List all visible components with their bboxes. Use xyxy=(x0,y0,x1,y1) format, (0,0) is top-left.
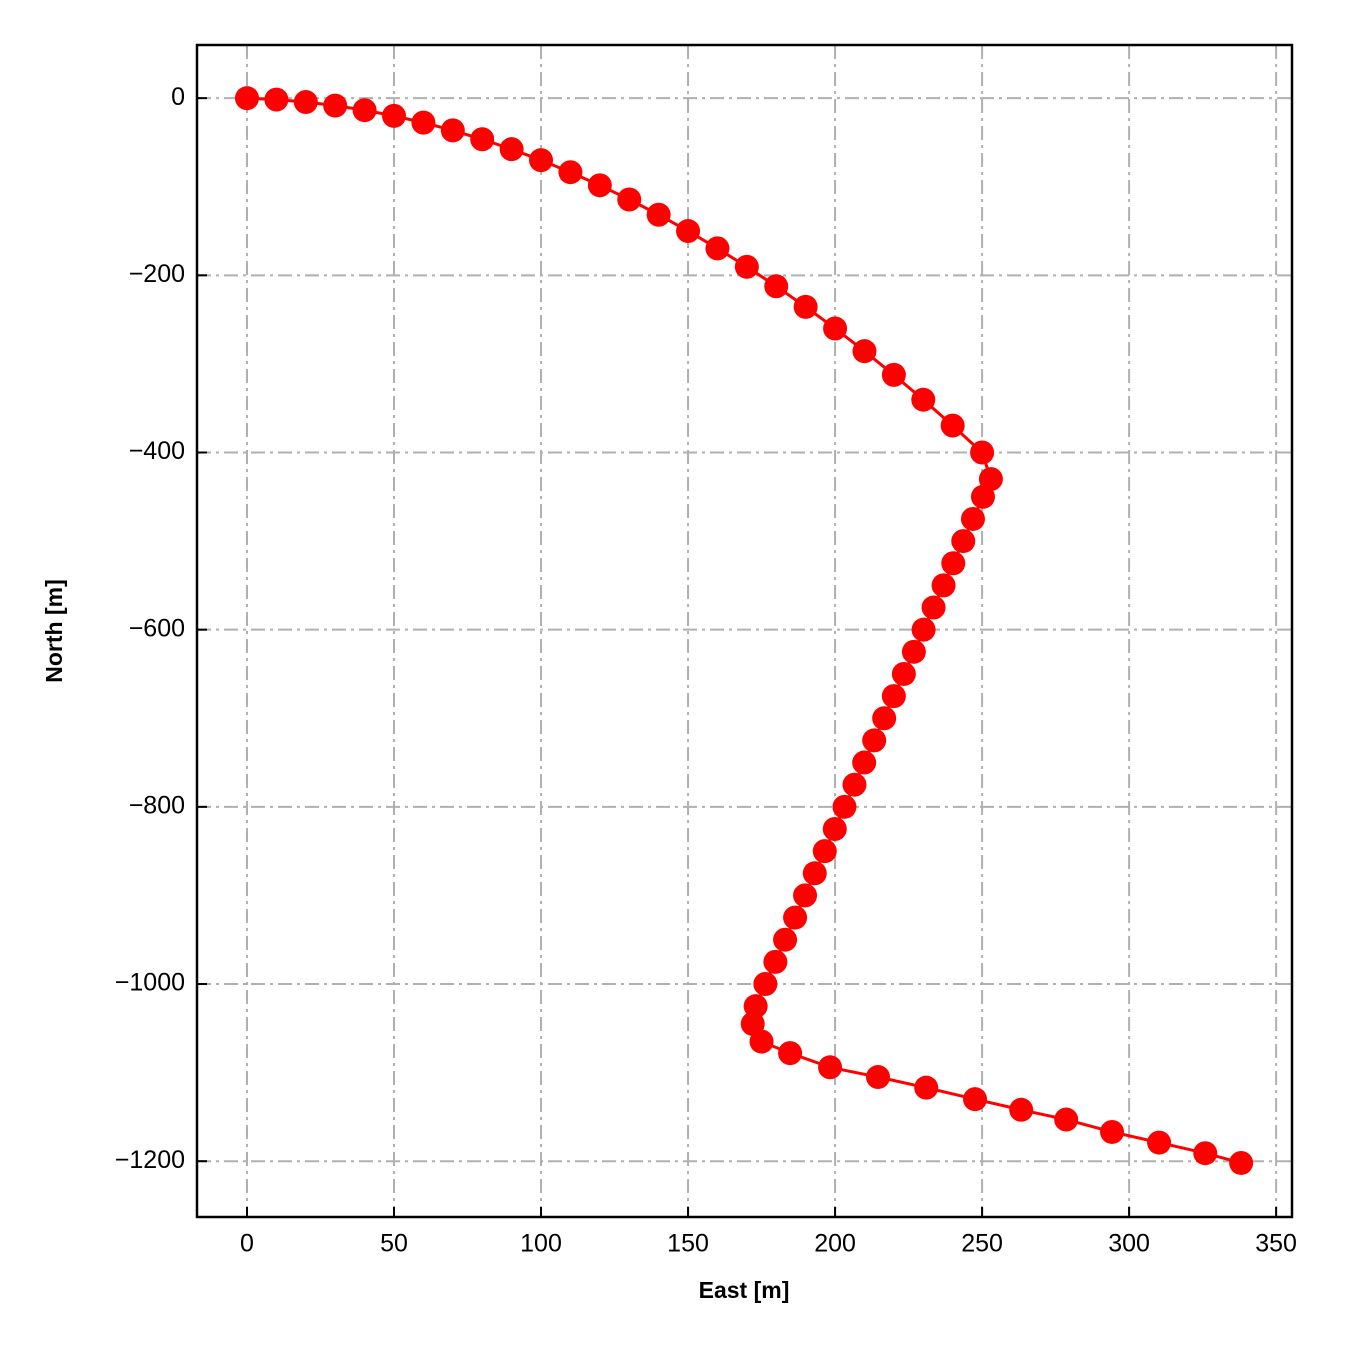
data-point xyxy=(921,595,946,620)
data-point xyxy=(558,160,583,185)
data-point xyxy=(793,883,818,908)
data-point xyxy=(753,972,778,997)
data-point xyxy=(812,839,837,864)
data-point xyxy=(783,905,808,930)
data-point xyxy=(440,118,465,143)
x-tick-label: 150 xyxy=(667,1230,709,1258)
data-point xyxy=(823,316,848,341)
data-point xyxy=(802,861,827,886)
data-point xyxy=(1147,1130,1172,1155)
data-point xyxy=(1193,1141,1218,1166)
data-point xyxy=(970,484,995,509)
x-tick-label: 250 xyxy=(961,1230,1003,1258)
x-tick-label: 350 xyxy=(1255,1230,1297,1258)
data-point xyxy=(914,1075,939,1100)
data-point xyxy=(891,661,916,686)
data-point xyxy=(778,1041,803,1066)
data-point xyxy=(749,1029,774,1054)
data-point xyxy=(234,86,259,111)
data-point xyxy=(763,949,788,974)
data-point xyxy=(264,87,289,112)
x-tick-label: 0 xyxy=(240,1230,254,1258)
data-point xyxy=(872,706,897,731)
data-point xyxy=(1229,1150,1254,1175)
data-point xyxy=(793,294,818,319)
data-point xyxy=(852,339,877,364)
y-tick-label: −800 xyxy=(129,791,185,819)
x-tick-label: 300 xyxy=(1108,1230,1150,1258)
data-point xyxy=(960,506,985,531)
y-tick-label: 0 xyxy=(171,83,185,111)
data-line xyxy=(246,96,1242,1165)
data-point xyxy=(862,728,887,753)
data-point xyxy=(865,1065,890,1090)
data-point xyxy=(911,617,936,642)
data-point xyxy=(293,90,318,115)
data-point xyxy=(963,1087,988,1112)
data-point xyxy=(852,750,877,775)
data-point xyxy=(352,98,377,123)
data-point xyxy=(773,927,798,952)
data-point xyxy=(842,772,867,797)
x-tick-label: 200 xyxy=(814,1230,856,1258)
data-point xyxy=(970,440,995,465)
data-point xyxy=(951,529,976,554)
data-point xyxy=(382,103,407,128)
y-tick-label: −1200 xyxy=(115,1146,185,1174)
data-point xyxy=(881,362,906,387)
data-point xyxy=(818,1055,843,1080)
data-point xyxy=(764,274,789,299)
data-point xyxy=(743,994,768,1019)
data-point xyxy=(734,254,759,279)
data-point xyxy=(832,794,857,819)
data-point xyxy=(676,219,701,244)
y-tick-label: −400 xyxy=(129,437,185,465)
data-point xyxy=(901,639,926,664)
data-point xyxy=(931,573,956,598)
data-point xyxy=(617,187,642,212)
data-point xyxy=(411,110,436,135)
data-point xyxy=(740,1011,765,1036)
data-point xyxy=(499,137,524,162)
data-point xyxy=(940,413,965,438)
data-point xyxy=(822,816,847,841)
x-tick-label: 50 xyxy=(380,1230,408,1258)
data-point xyxy=(587,173,612,198)
data-point xyxy=(529,148,554,173)
data-point xyxy=(1054,1107,1079,1132)
data-point xyxy=(470,127,495,152)
data-point xyxy=(911,387,936,412)
y-tick-label: −1000 xyxy=(115,969,185,997)
plot-frame xyxy=(195,43,1294,1219)
data-point xyxy=(1009,1097,1034,1122)
data-point xyxy=(881,684,906,709)
x-axis-label: East [m] xyxy=(699,1277,790,1303)
data-point xyxy=(646,202,671,227)
y-axis-label: North [m] xyxy=(41,579,67,682)
y-tick-label: −200 xyxy=(129,260,185,288)
y-tick-label: −600 xyxy=(129,614,185,642)
x-tick-label: 100 xyxy=(520,1230,562,1258)
data-point xyxy=(1100,1119,1125,1144)
data-point xyxy=(323,93,348,118)
data-point xyxy=(705,236,730,261)
data-point xyxy=(941,551,966,576)
